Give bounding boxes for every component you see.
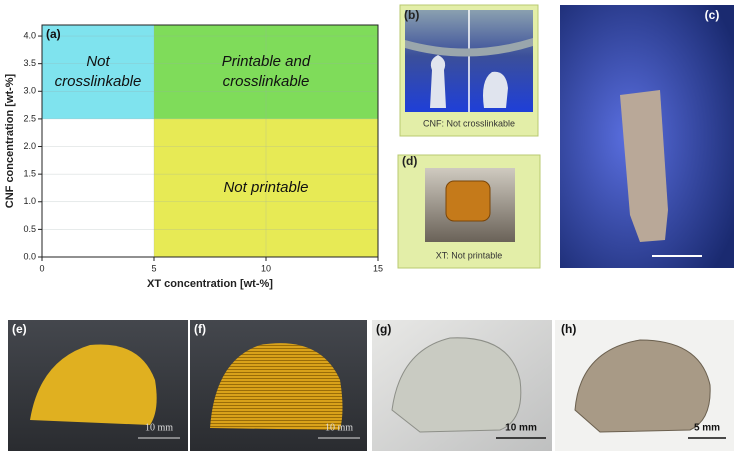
y-tick-label: 1.0 [23, 196, 36, 206]
print-shape [620, 90, 668, 242]
panel-label: (h) [561, 322, 576, 336]
print-shape [430, 55, 446, 108]
y-tick-label: 2.0 [23, 141, 36, 151]
y-tick-label: 4.0 [23, 30, 36, 40]
panel-caption: XT: Not printable [436, 250, 503, 260]
print-shape [574, 339, 711, 433]
region [42, 25, 154, 119]
y-tick-label: 0.5 [23, 224, 36, 234]
panel-label: (e) [12, 322, 27, 336]
x-tick-label: 0 [39, 263, 44, 273]
x-axis-label: XT concentration [wt-%] [147, 278, 273, 290]
y-tick-label: 3.5 [23, 58, 36, 68]
y-axis-label: CNF concentration [wt-%] [4, 73, 16, 208]
y-tick-label: 3.0 [23, 86, 36, 96]
region-label: Printable and [222, 53, 311, 70]
y-tick-label: 0.0 [23, 251, 36, 261]
scale-label: 5 mm [694, 423, 720, 434]
panel-label: (g) [376, 322, 391, 336]
model-shape [210, 343, 343, 430]
model-shape [30, 344, 157, 425]
region-label: Not [86, 53, 110, 70]
panel-label: (c) [705, 8, 720, 22]
x-tick-label: 5 [151, 263, 156, 273]
x-tick-label: 10 [261, 263, 271, 273]
scale-label: 10 mm [505, 423, 537, 434]
gel-shape [445, 180, 491, 222]
scale-label: 10 mm [145, 422, 173, 433]
plot-frame [41, 24, 379, 258]
y-tick-label: 2.5 [23, 113, 36, 123]
panel-caption: CNF: Not crosslinkable [423, 118, 515, 128]
region-label: crosslinkable [55, 73, 142, 90]
y-tick-label: 1.5 [23, 169, 36, 179]
nozzle-shape [405, 38, 533, 57]
panel-label: (f) [194, 322, 206, 336]
x-tick-label: 15 [373, 263, 383, 273]
print-shape [483, 71, 508, 108]
chart-panel: Not crosslinkable Printable and crosslinkab… [4, 24, 383, 290]
panel-label: (a) [46, 27, 61, 41]
region-label: Not printable [223, 179, 308, 196]
scale-label: 10 mm [325, 422, 353, 433]
panel-label: (d) [402, 154, 417, 168]
panel-label: (b) [404, 8, 419, 22]
print-shape [391, 337, 522, 433]
region-label: crosslinkable [223, 73, 310, 90]
